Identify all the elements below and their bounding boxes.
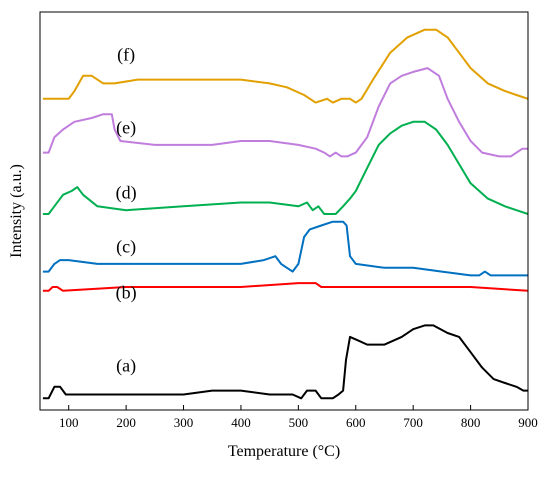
x-axis-ticks: 100 200 300 400 500 600 700 800 900 — [59, 405, 538, 430]
x-tick-label: 900 — [518, 415, 538, 430]
x-tick-label: 400 — [231, 415, 251, 430]
x-axis-title: Temperature (°C) — [228, 443, 340, 460]
series-line-a — [42, 324, 528, 400]
series-line-f — [42, 28, 529, 104]
series-line-e — [42, 67, 528, 158]
x-tick-label: 600 — [346, 415, 366, 430]
y-axis-title: Intensity (a.u.) — [8, 164, 25, 258]
x-tick-label: 100 — [59, 415, 79, 430]
curve-label-c: (c) — [116, 236, 136, 257]
x-tick-label: 300 — [174, 415, 194, 430]
plot-frame — [39, 11, 529, 411]
curve-label-f: (f) — [117, 44, 135, 65]
series-line-c — [42, 220, 528, 277]
x-tick-label: 500 — [289, 415, 309, 430]
curve-label-a: (a) — [116, 355, 136, 376]
curve-label-b: (b) — [116, 282, 137, 303]
curve-labels-layer: (a) (b) (c) (d) (e) (f) — [116, 44, 137, 376]
series-line-b — [42, 282, 529, 292]
series-line-d — [42, 120, 529, 215]
curve-label-d: (d) — [116, 183, 137, 204]
x-tick-label: 800 — [461, 415, 481, 430]
curve-label-e: (e) — [116, 117, 136, 138]
x-tick-label: 200 — [116, 415, 136, 430]
x-tick-label: 700 — [403, 415, 423, 430]
curves-layer — [42, 28, 529, 400]
